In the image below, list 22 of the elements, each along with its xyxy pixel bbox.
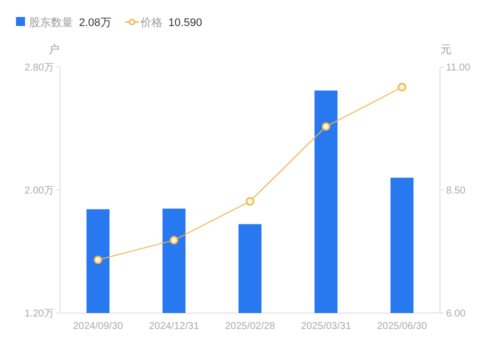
point xyxy=(246,197,254,206)
x-tick-label: 2025/03/31 xyxy=(300,321,352,332)
y-tick-label: 2.80万 xyxy=(24,62,54,74)
y2-tick-label: 11.00 xyxy=(446,62,471,74)
legend-label: 价格 xyxy=(139,17,162,29)
text: 2.08万 xyxy=(79,17,112,29)
y-tick-label: 2.00万 xyxy=(24,186,54,196)
text: 10.590 xyxy=(168,17,202,29)
point xyxy=(94,256,102,264)
y-axis-title: 户 xyxy=(48,43,60,56)
y2-tick-label: 8.50 xyxy=(446,186,466,196)
x-tick-label: 2024/09/30 xyxy=(72,321,124,332)
point xyxy=(398,82,406,92)
x-tick-label: 2025/02/28 xyxy=(224,321,276,332)
y-tick-label: 1.20万 xyxy=(24,308,54,320)
point xyxy=(170,236,178,244)
y2-tick-label: 6.00 xyxy=(446,308,466,320)
legend-label: 股东数量 xyxy=(29,16,73,29)
x-tick-label: 2024/12/31 xyxy=(148,321,200,332)
y2-axis-title: 元 xyxy=(440,44,452,56)
x-tick-label: 2025/06/30 xyxy=(376,321,428,332)
point xyxy=(322,122,330,131)
